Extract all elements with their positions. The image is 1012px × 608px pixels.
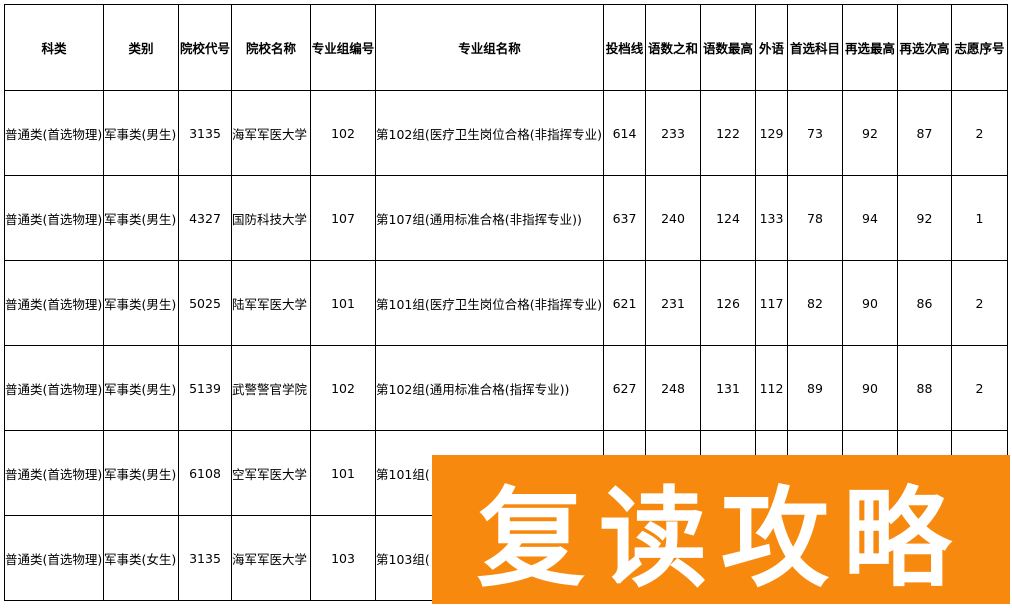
table-cell: 武警警官学院 [231,345,311,431]
table-cell: 112 [755,345,788,431]
table-cell: 90 [842,260,898,346]
table-body: 普通类(首选物理) 军事类(男生) 3135 海军军医大学 102 第102组(医疗卫生岗… [4,90,1008,601]
table-cell: 普通类(首选物理) [4,175,104,261]
table-cell: 94 [842,175,898,261]
table-cell: 1 [951,175,1008,261]
header-cell: 再选最高 [842,4,898,91]
table-cell: 普通类(首选物理) [4,515,104,601]
table-cell: 129 [755,90,788,176]
table-cell: 90 [842,345,898,431]
table-cell: 2 [951,90,1008,176]
table-cell: 空军军医大学 [231,430,311,516]
table-cell: 军事类(男生) [103,90,179,176]
table-cell: 军事类(男生) [103,430,179,516]
table-cell: 87 [897,90,952,176]
table-cell: 普通类(首选物理) [4,345,104,431]
table-cell: 614 [603,90,646,176]
header-cell: 志愿序号 [951,4,1008,91]
table-cell: 军事类(男生) [103,345,179,431]
table-cell: 海军军医大学 [231,90,311,176]
table-cell: 第102组(医疗卫生岗位合格(非指挥专业) [375,90,604,176]
table-cell: 2 [951,345,1008,431]
header-row: 科类 类别 院校代号 院校名称 专业组编号 专业组名称 投档线 语数之和 语数最高 外语 首选科目再… [4,4,1008,91]
table-cell: 普通类(首选物理) [4,260,104,346]
table-cell: 637 [603,175,646,261]
table-cell: 第102组(通用标准合格(指挥专业)) [375,345,604,431]
table-cell: 102 [310,90,376,176]
table-cell: 92 [897,175,952,261]
table-cell: 131 [700,345,756,431]
table-cell: 248 [645,345,701,431]
banner: 复读攻略 [432,455,1010,604]
table-cell: 627 [603,345,646,431]
table-cell: 101 [310,260,376,346]
table-cell: 2 [951,260,1008,346]
table-cell: 233 [645,90,701,176]
table-cell: 国防科技大学 [231,175,311,261]
header-cell: 语数之和 [645,4,701,91]
table-cell: 82 [787,260,843,346]
header-cell: 类别 [103,4,179,91]
table-cell: 普通类(首选物理) [4,430,104,516]
table-row: 普通类(首选物理) 军事类(男生) 4327 国防科技大学 107 第107组(通用标准合… [4,175,1008,261]
table-cell: 621 [603,260,646,346]
table-cell: 3135 [178,90,232,176]
table-cell: 102 [310,345,376,431]
header-cell: 院校代号 [178,4,232,91]
table-cell: 普通类(首选物理) [4,90,104,176]
table-cell: 133 [755,175,788,261]
header-cell: 首选科目 [787,4,843,91]
admission-table: 科类 类别 院校代号 院校名称 专业组编号 专业组名称 投档线 语数之和 语数最高 外语 首选科目再… [4,4,1008,601]
table-cell: 103 [310,515,376,601]
header-cell: 院校名称 [231,4,311,91]
table-cell: 101 [310,430,376,516]
table-row: 普通类(首选物理) 军事类(男生) 5139 武警警官学院 102 第102组(通用标准合… [4,345,1008,431]
table-cell: 73 [787,90,843,176]
table-cell: 231 [645,260,701,346]
table-cell: 6108 [178,430,232,516]
table-cell: 126 [700,260,756,346]
header-cell: 外语 [755,4,788,91]
header-cell: 专业组名称 [375,4,604,91]
table-cell: 军事类(女生) [103,515,179,601]
table-row: 普通类(首选物理) 军事类(男生) 3135 海军军医大学 102 第102组(医疗卫生岗… [4,90,1008,176]
table-cell: 117 [755,260,788,346]
header-cell: 再选次高 [897,4,952,91]
table-cell: 陆军军医大学 [231,260,311,346]
table-cell: 88 [897,345,952,431]
table-cell: 军事类(男生) [103,260,179,346]
table-cell: 海军军医大学 [231,515,311,601]
table-row: 普通类(首选物理) 军事类(男生) 5025 陆军军医大学 101 第101组(医疗卫生岗… [4,260,1008,346]
header-cell: 投档线 [603,4,646,91]
table-cell: 第101组(医疗卫生岗位合格(非指挥专业) [375,260,604,346]
table-cell: 5025 [178,260,232,346]
header-cell: 语数最高 [700,4,756,91]
table-cell: 78 [787,175,843,261]
table-cell: 240 [645,175,701,261]
table-cell: 89 [787,345,843,431]
table-cell: 92 [842,90,898,176]
table-cell: 3135 [178,515,232,601]
table-cell: 86 [897,260,952,346]
table-cell: 第107组(通用标准合格(非指挥专业)) [375,175,604,261]
table-cell: 4327 [178,175,232,261]
header-cell: 科类 [4,4,104,91]
table-cell: 5139 [178,345,232,431]
header-cell: 专业组编号 [310,4,376,91]
table-cell: 107 [310,175,376,261]
table-cell: 124 [700,175,756,261]
table-cell: 军事类(男生) [103,175,179,261]
table-cell: 122 [700,90,756,176]
